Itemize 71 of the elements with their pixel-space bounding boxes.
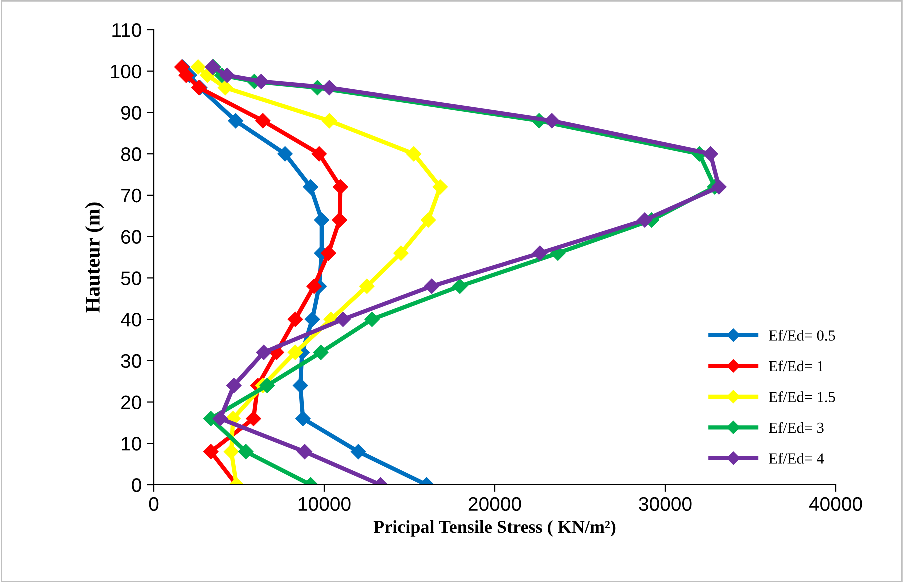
point xyxy=(224,444,240,460)
point xyxy=(712,180,727,195)
point xyxy=(304,312,320,328)
point xyxy=(190,60,206,75)
point xyxy=(314,212,330,228)
point xyxy=(254,74,269,90)
y-tick-label: 0 xyxy=(132,478,142,492)
legend-label: Ef/Ed= 1 xyxy=(769,360,824,372)
point xyxy=(314,345,329,360)
point xyxy=(336,312,351,328)
x-tick-label: 10000 xyxy=(298,497,351,512)
point xyxy=(532,246,548,261)
y-tick-label: 70 xyxy=(122,188,142,203)
point xyxy=(200,68,216,84)
point xyxy=(256,113,271,129)
legend-label: Ef/Ed= 0.5 xyxy=(769,330,836,341)
point xyxy=(260,378,275,394)
point xyxy=(424,278,440,294)
legend-label: Ef/Ed= 4 xyxy=(769,453,824,464)
point xyxy=(212,411,228,426)
legend-label: Ef/Ed= 1.5 xyxy=(769,392,836,402)
point xyxy=(293,378,308,394)
y-tick-label: 30 xyxy=(121,354,142,368)
point xyxy=(321,246,336,261)
point xyxy=(288,345,304,360)
point xyxy=(360,278,375,294)
point xyxy=(420,212,436,228)
y-tick-label: 10 xyxy=(122,437,142,451)
y-axis-title: Hauteur (m) xyxy=(85,202,104,313)
point xyxy=(204,444,219,460)
point xyxy=(303,180,318,195)
point xyxy=(351,444,366,460)
point xyxy=(246,411,262,426)
point xyxy=(332,212,348,228)
point xyxy=(218,80,234,96)
x-tick-label: 40000 xyxy=(809,497,862,512)
point xyxy=(703,146,718,162)
point xyxy=(322,80,338,96)
point xyxy=(238,444,254,460)
y-tick-label: 80 xyxy=(121,148,142,162)
point xyxy=(637,212,653,228)
point xyxy=(432,180,448,195)
y-tick-label: 60 xyxy=(122,230,142,244)
x-axis-title: Pricipal Tensile Stress ( KN/m²) xyxy=(374,520,616,537)
point xyxy=(228,113,244,129)
point xyxy=(288,312,304,328)
point xyxy=(278,146,293,162)
point xyxy=(333,180,348,195)
point xyxy=(256,345,272,360)
point xyxy=(226,378,242,394)
point xyxy=(452,278,468,294)
x-tick-label: 30000 xyxy=(639,497,692,512)
y-tick-label: 40 xyxy=(121,313,142,327)
point xyxy=(306,278,322,294)
x-tick-label: 20000 xyxy=(468,497,522,512)
y-tick-label: 110 xyxy=(112,23,142,38)
point xyxy=(312,146,327,162)
point xyxy=(544,113,560,129)
y-tick-label: 100 xyxy=(111,64,142,79)
point xyxy=(296,411,311,426)
point xyxy=(220,68,235,84)
x-tick-label: 0 xyxy=(149,497,159,512)
y-tick-label: 20 xyxy=(122,396,142,410)
point xyxy=(364,312,380,328)
point xyxy=(297,444,312,460)
point xyxy=(322,113,338,129)
point xyxy=(394,246,409,261)
legend-label: Ef/Ed= 3 xyxy=(769,422,824,434)
y-tick-label: 50 xyxy=(121,272,142,286)
y-tick-label: 90 xyxy=(121,106,142,120)
point xyxy=(406,146,422,162)
